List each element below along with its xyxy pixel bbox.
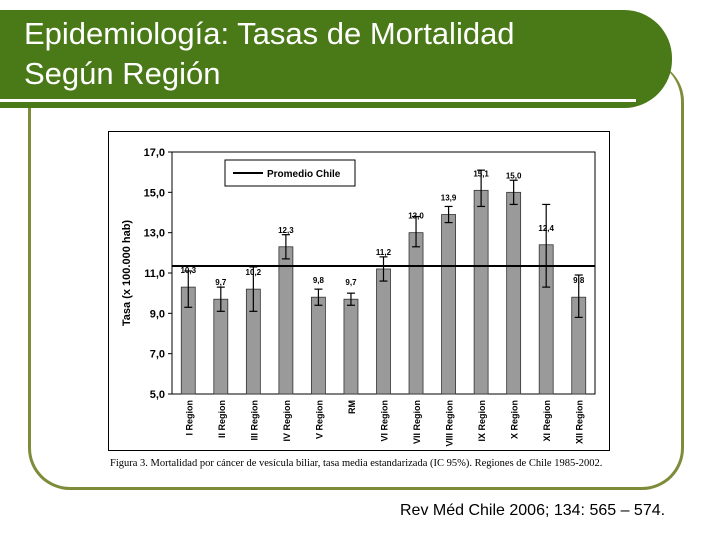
data-label: 9,7 xyxy=(215,278,227,287)
data-label: 13,9 xyxy=(441,194,457,203)
y-tick-label: 5,0 xyxy=(150,389,165,401)
data-label: 12,3 xyxy=(278,226,294,235)
title-bar: Epidemiología: Tasas de Mortalidad Según… xyxy=(0,10,672,108)
bar xyxy=(343,298,359,395)
x-tick-label: X Region xyxy=(510,400,520,439)
x-tick-label: III Region xyxy=(249,400,259,441)
y-tick-label: 17,0 xyxy=(144,147,165,159)
title-underline xyxy=(0,99,636,102)
slide-title-line1: Epidemiología: Tasas de Mortalidad xyxy=(24,16,515,51)
x-tick-label: RM xyxy=(347,400,357,414)
data-label: 10,2 xyxy=(246,268,262,277)
x-tick-label: IV Region xyxy=(282,400,292,442)
y-tick-label: 15,0 xyxy=(144,187,165,199)
data-label: 13,0 xyxy=(408,212,424,221)
bar xyxy=(278,246,294,395)
y-tick-label: 7,0 xyxy=(150,349,165,361)
data-label: 9,8 xyxy=(573,276,585,285)
bar-chart: 5,0 7,0 9,0 11,0 13,0 15,0 17,0 Tasa (x 100.000… xyxy=(121,147,596,447)
x-tick-label: XII Region xyxy=(575,400,585,444)
x-tick-label: VI Region xyxy=(380,400,390,442)
x-tick-label: V Region xyxy=(314,400,324,439)
x-tick-label: XI Region xyxy=(542,400,552,442)
legend-label: Promedio Chile xyxy=(267,169,341,180)
figure-box: 5,0 7,0 9,0 11,0 13,0 15,0 17,0 Tasa (x 100.000… xyxy=(108,131,610,451)
data-label: 9,8 xyxy=(313,276,325,285)
y-axis-label: Tasa (x 100.000 hab) xyxy=(121,220,133,327)
bar xyxy=(311,296,326,395)
y-tick-label: 9,0 xyxy=(150,308,165,320)
slide-frame xyxy=(28,60,684,490)
y-tick-label: 13,0 xyxy=(144,228,165,240)
x-tick-label: VIII Region xyxy=(445,400,455,447)
data-label: 15,1 xyxy=(473,169,489,178)
data-label: 15,0 xyxy=(506,171,522,180)
figure-caption: Figura 3. Mortalidad por cáncer de vesíc… xyxy=(110,458,603,469)
x-tick-label: IX Region xyxy=(477,400,487,442)
bar xyxy=(473,189,489,395)
x-tick-label: II Region xyxy=(217,400,227,438)
bar xyxy=(408,232,424,395)
y-tick-label: 11,0 xyxy=(144,268,165,280)
bar xyxy=(441,214,456,395)
bar xyxy=(506,191,522,395)
data-label: 9,7 xyxy=(345,278,357,287)
x-tick-label: I Region xyxy=(184,400,194,436)
data-label: 10,3 xyxy=(180,266,196,275)
bar xyxy=(376,268,391,395)
data-label: 11,2 xyxy=(376,248,392,257)
citation: Rev Méd Chile 2006; 134: 565 – 574. xyxy=(400,502,666,519)
x-tick-label: VII Region xyxy=(412,400,422,444)
bar xyxy=(213,298,229,395)
slide-title-line2: Según Región xyxy=(24,56,221,91)
data-label: 12,4 xyxy=(538,224,554,233)
